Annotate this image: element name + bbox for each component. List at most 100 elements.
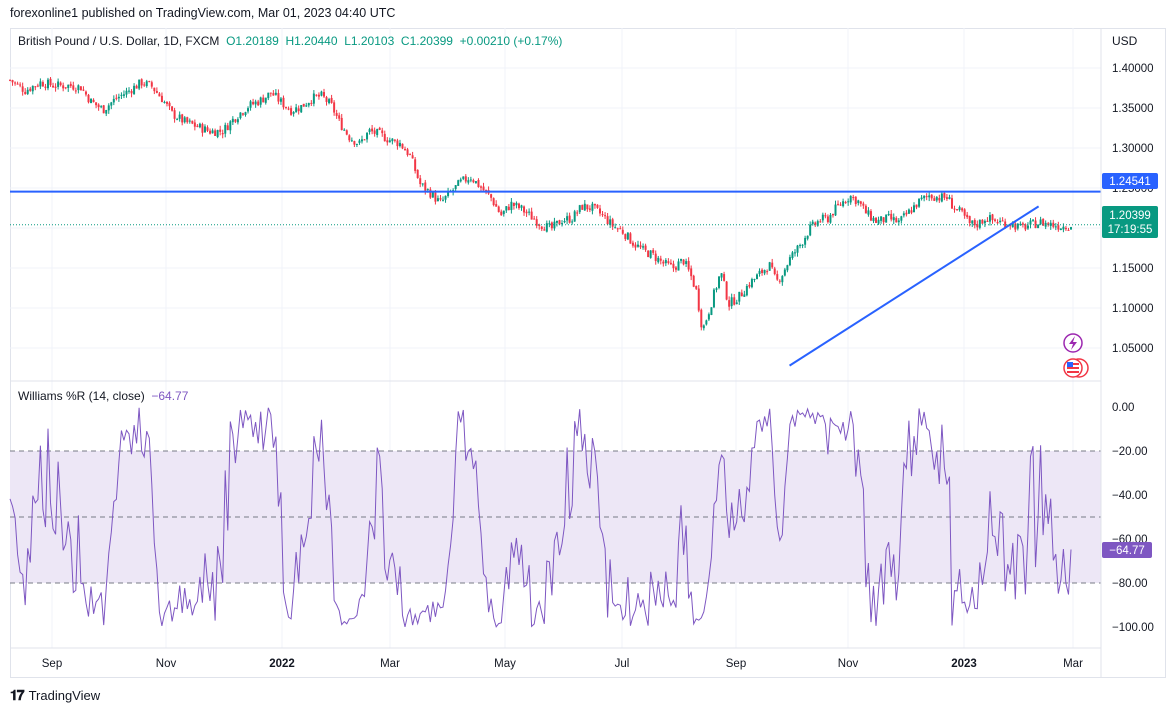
candle-body	[421, 183, 424, 185]
last-price-badge	[1102, 206, 1158, 238]
candle-body	[254, 101, 257, 105]
candle-body	[639, 245, 642, 248]
candle-body	[887, 214, 890, 216]
candle-body	[1024, 224, 1027, 230]
candle-body	[92, 99, 95, 103]
candle-body	[358, 140, 361, 143]
candle-body	[525, 211, 528, 214]
williams-r-pane[interactable]	[9, 407, 1101, 628]
candle-body	[105, 109, 108, 114]
candle-body	[725, 281, 728, 300]
candle-body	[733, 297, 736, 305]
candle-body	[718, 276, 721, 288]
candle-body	[495, 204, 498, 207]
wpr-tick-label: −80.00	[1112, 578, 1148, 590]
candle-body	[49, 78, 52, 86]
chart-frame	[10, 28, 1166, 678]
candle-body	[87, 94, 90, 103]
candle-body	[376, 129, 379, 136]
lightning-icon[interactable]	[1063, 333, 1083, 353]
candle-body	[723, 274, 726, 281]
candle-body	[606, 216, 609, 225]
candle-body	[968, 216, 971, 223]
candle-body	[135, 85, 138, 89]
candle-body	[920, 197, 923, 199]
candle-body	[674, 267, 677, 270]
candle-body	[647, 250, 650, 258]
high-value: H1.20440	[285, 34, 338, 48]
candle-body	[490, 194, 493, 198]
candle-body	[1019, 223, 1022, 225]
time-tick-label: Sep	[42, 658, 62, 670]
candle-body	[302, 103, 305, 107]
candle-body	[1021, 223, 1024, 225]
candle-body	[381, 130, 384, 134]
candle-body	[186, 117, 189, 123]
candle-body	[657, 257, 660, 263]
candle-body	[277, 93, 280, 102]
candle-body	[983, 220, 986, 224]
candle-body	[753, 278, 756, 280]
candle-body	[239, 112, 242, 119]
candle-body	[530, 211, 533, 220]
candle-body	[125, 90, 128, 95]
candle-body	[950, 198, 953, 209]
footer-brand[interactable]: 𝟏𝟕 TradingView	[10, 687, 100, 704]
candle-body	[571, 221, 574, 223]
candle-body	[393, 139, 396, 141]
candle-body	[715, 288, 718, 290]
price-tick-label: 1.30000	[1112, 143, 1154, 155]
candle-body	[282, 97, 285, 108]
candle-body	[485, 189, 488, 191]
symbol-legend[interactable]: British Pound / U.S. Dollar, 1D, FXCM O1…	[18, 34, 562, 48]
candle-body	[809, 224, 812, 236]
candle-body	[700, 309, 703, 328]
uptrend-line[interactable]	[789, 205, 1040, 367]
candle-body	[406, 149, 409, 156]
candle-body	[834, 204, 837, 216]
candle-body	[115, 97, 118, 99]
candle-body	[604, 215, 607, 217]
candle-body	[133, 85, 136, 95]
low-value: L1.20103	[344, 34, 395, 48]
candle-body	[1029, 220, 1032, 225]
candle-body	[538, 224, 541, 226]
candle-body	[821, 214, 824, 221]
candle-body	[621, 229, 624, 234]
candle-body	[872, 217, 875, 222]
candle-body	[419, 178, 422, 185]
open-value: O1.20189	[226, 34, 279, 48]
candle-body	[360, 139, 363, 142]
candle-body	[373, 130, 376, 134]
price-pane[interactable]	[9, 77, 1101, 367]
us-flag-icon[interactable]	[1063, 358, 1089, 378]
candle-body	[816, 221, 819, 226]
candle-body	[596, 204, 599, 208]
candle-body	[905, 212, 908, 215]
candle-body	[307, 103, 310, 106]
candle-body	[654, 253, 657, 261]
candle-body	[165, 101, 168, 104]
candle-body	[561, 223, 564, 225]
candle-body	[773, 268, 776, 275]
candle-body	[325, 97, 328, 102]
candle-body	[188, 120, 191, 122]
candle-body	[477, 179, 480, 188]
candle-body	[219, 129, 222, 132]
candle-body	[290, 108, 293, 115]
time-tick-label: 2023	[951, 658, 977, 670]
candle-body	[9, 79, 11, 81]
candle-body	[609, 219, 612, 225]
candle-body	[211, 130, 214, 134]
candle-body	[252, 101, 255, 105]
wpr-tick-label: −40.00	[1112, 490, 1148, 502]
candle-body	[953, 208, 956, 210]
candle-body	[576, 212, 579, 214]
candle-body	[320, 91, 323, 96]
time-tick-label: Mar	[1063, 658, 1083, 670]
candle-body	[548, 223, 551, 225]
indicator-legend[interactable]: Williams %R (14, close) −64.77	[18, 389, 188, 403]
candle-body	[409, 154, 412, 156]
candle-body	[710, 307, 713, 315]
